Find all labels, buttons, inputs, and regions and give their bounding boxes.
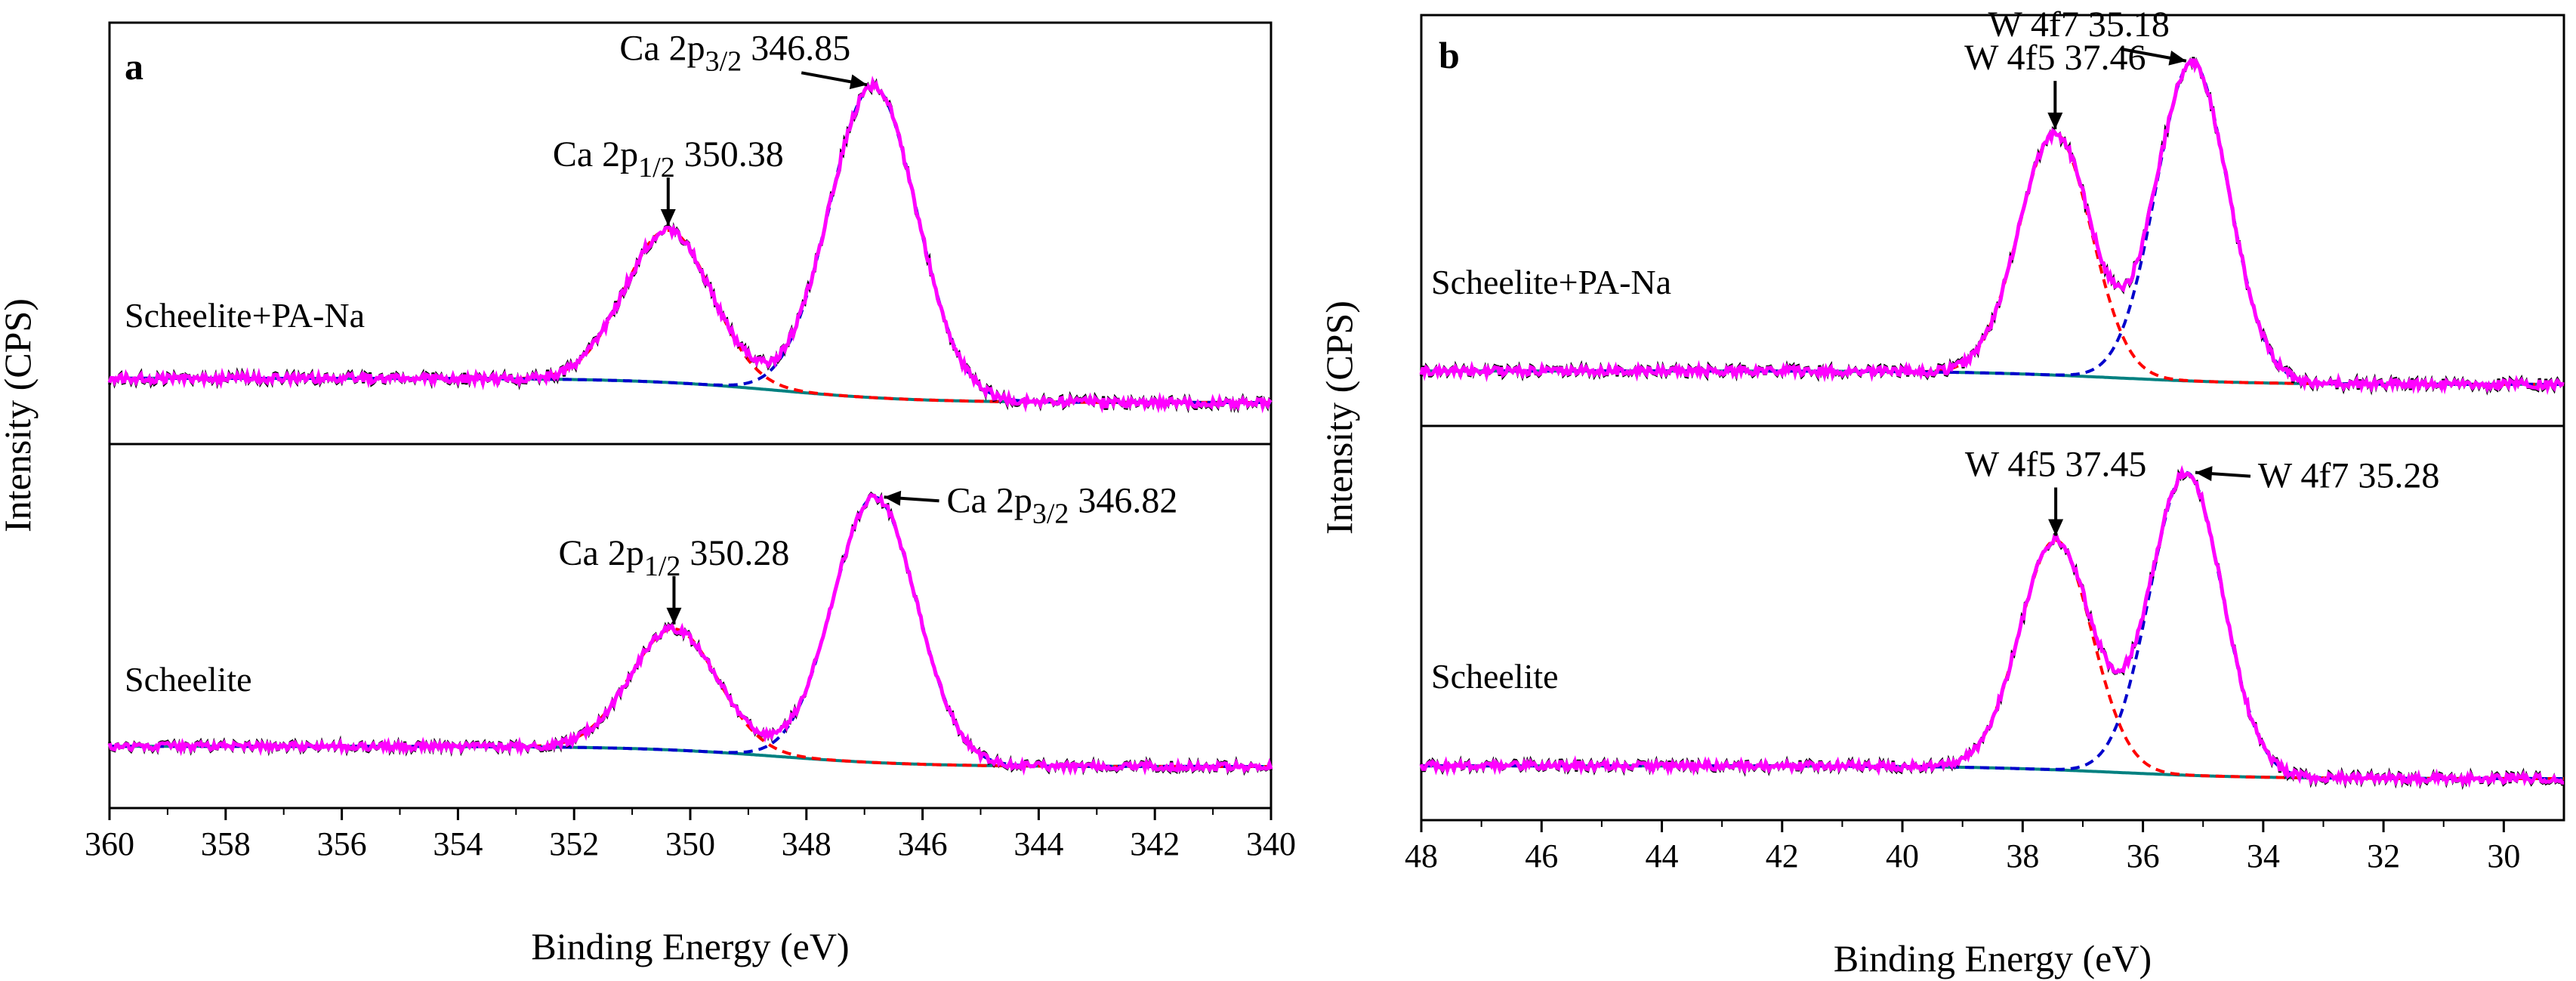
x-tick-label: 346 (898, 825, 948, 862)
peak-label: Ca 2p1/2 350.28 (559, 533, 790, 582)
fit-peak-high-be (1421, 132, 2564, 386)
x-tick-label: 360 (85, 825, 134, 862)
peak-annotation: W 4f7 35.28 (2195, 456, 2439, 496)
x-tick-label: 356 (317, 825, 367, 862)
peak-label: W 4f7 35.28 (2258, 456, 2439, 496)
x-tick-label: 34 (2247, 838, 2280, 875)
peak-label: W 4f7 35.18 (1988, 5, 2169, 45)
y-axis-title: Intensity (CPS) (1318, 301, 1360, 535)
x-tick-label: 48 (1405, 838, 1438, 875)
panel-letter: b (1439, 34, 1460, 76)
x-tick-label: 354 (433, 825, 483, 862)
peak-arrow-head (2168, 50, 2186, 66)
x-tick-label: 342 (1130, 825, 1180, 862)
x-axis-title: Binding Energy (eV) (1834, 937, 2152, 979)
peak-label: Ca 2p1/2 350.38 (553, 134, 784, 184)
peak-annotation: W 4f5 37.46 (1964, 38, 2146, 130)
peak-arrow-head (660, 208, 676, 226)
x-tick-label: 36 (2127, 838, 2160, 875)
peak-label: Ca 2p3/2 346.82 (947, 480, 1178, 529)
x-tick-label: 358 (201, 825, 251, 862)
x-tick-label: 340 (1246, 825, 1296, 862)
peak-annotation: Ca 2p3/2 346.85 (619, 28, 868, 90)
x-tick-label: 30 (2487, 838, 2520, 875)
peak-label: W 4f5 37.45 (1965, 445, 2146, 485)
x-axis-title: Binding Energy (eV) (531, 925, 849, 967)
peak-arrow-head (884, 490, 902, 506)
panel-a: 360 358 356 354 352 350 348 346 344 342 340 Binding… (0, 21, 1296, 967)
x-tick-label: 344 (1013, 825, 1063, 862)
peak-annotation: Ca 2p1/2 350.38 (553, 134, 784, 226)
fit-peak-low-be (1421, 60, 2564, 386)
fit-peak-low-be (110, 85, 1271, 404)
x-tick-label: 44 (1646, 838, 1679, 875)
peak-annotation: W 4f5 37.45 (1965, 445, 2146, 536)
fit-envelope (107, 492, 1273, 776)
measured-spectrum (1420, 57, 2565, 396)
sample-label: Scheelite+PA-Na (1431, 263, 1671, 301)
fit-peak-low-be (1421, 470, 2564, 780)
peak-label: W 4f5 37.46 (1964, 38, 2146, 78)
peak-arrow-head (2195, 466, 2213, 482)
x-tick-label: 32 (2367, 838, 2400, 875)
peak-arrow-head (666, 607, 682, 625)
peak-arrow-head (2047, 113, 2063, 130)
peak-annotation: W 4f7 35.18 (1988, 5, 2187, 66)
peak-label: Ca 2p3/2 346.85 (619, 28, 850, 77)
fit-envelope (1419, 464, 2565, 788)
fit-envelope (107, 76, 1273, 414)
sample-label: Scheelite (125, 660, 252, 699)
x-tick-label: 46 (1525, 838, 1558, 875)
peak-arrow-head (2048, 519, 2064, 536)
x-tick-label: 38 (2006, 838, 2039, 875)
panel-b: 48 46 44 42 40 38 36 34 32 30 Binding Energy (eV) I… (1318, 5, 2565, 979)
peak-arrow-head (849, 74, 868, 90)
fit-peak-high-be (1421, 538, 2564, 780)
x-tick-label: 40 (1886, 838, 1919, 875)
peak-annotation: Ca 2p1/2 350.28 (559, 533, 790, 625)
panel-letter: a (125, 45, 143, 88)
y-axis-title: Intensity (CPS) (0, 298, 39, 532)
x-tick-label: 42 (1766, 838, 1799, 875)
peak-annotation: Ca 2p3/2 346.82 (884, 480, 1178, 529)
plot-frame (1420, 14, 2565, 822)
x-tick-label: 352 (549, 825, 599, 862)
sample-label: Scheelite (1431, 657, 1559, 696)
x-tick-label: 350 (665, 825, 715, 862)
measured-spectrum (1420, 468, 2565, 791)
x-tick-label: 348 (782, 825, 831, 862)
fit-envelope (1419, 57, 2565, 396)
sample-label: Scheelite+PA-Na (125, 296, 365, 335)
